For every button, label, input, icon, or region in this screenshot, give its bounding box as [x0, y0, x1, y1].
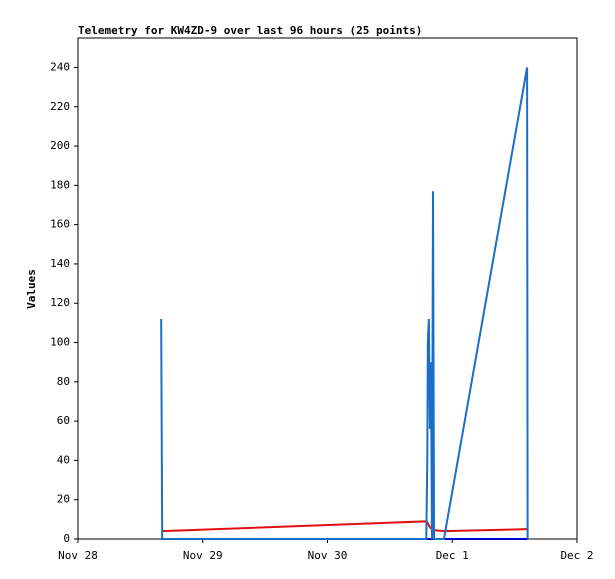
y-tick-label: 100	[50, 336, 70, 349]
x-tick-label: Dec 1	[436, 549, 469, 562]
x-tick-label: Nov 29	[183, 549, 223, 562]
x-tick-label: Nov 30	[308, 549, 348, 562]
y-tick-label: 20	[57, 493, 70, 506]
y-tick-label: 180	[50, 178, 70, 191]
y-tick-label: 40	[57, 453, 70, 466]
y-tick-label: 200	[50, 139, 70, 152]
plot-frame	[77, 37, 578, 540]
y-tick-label: 240	[50, 60, 70, 73]
series-line	[161, 520, 528, 533]
y-tick-label: 0	[63, 532, 70, 545]
x-tick-label: Nov 28	[58, 549, 98, 562]
y-tick-label: 120	[50, 296, 70, 309]
chart-title: Telemetry for KW4ZD-9 over last 96 hours…	[78, 24, 422, 37]
y-axis-label: Values	[25, 269, 38, 309]
x-tick-label: Dec 2	[560, 549, 593, 562]
series-line	[160, 67, 529, 540]
y-tick-label: 160	[50, 218, 70, 231]
y-tick-label: 80	[57, 375, 70, 388]
y-tick-label: 220	[50, 100, 70, 113]
y-tick-label: 140	[50, 257, 70, 270]
y-tick-label: 60	[57, 414, 70, 427]
